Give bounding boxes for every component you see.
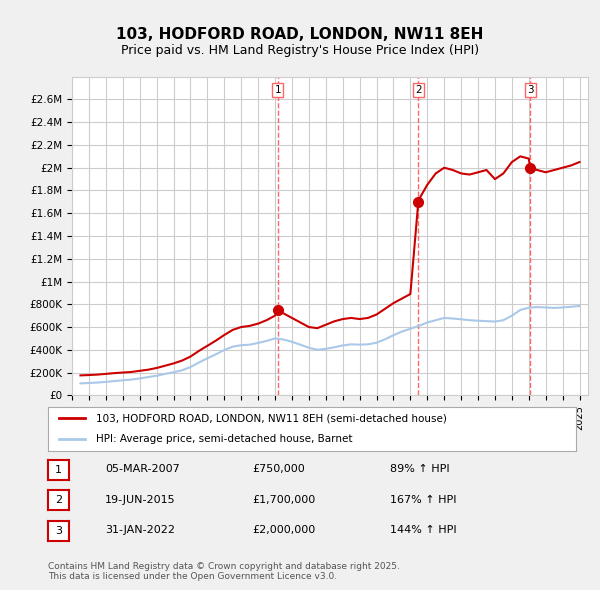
Text: 1: 1: [55, 465, 62, 474]
Text: £1,700,000: £1,700,000: [252, 495, 315, 504]
Text: 144% ↑ HPI: 144% ↑ HPI: [390, 526, 457, 535]
Text: 19-JUN-2015: 19-JUN-2015: [105, 495, 176, 504]
Text: 31-JAN-2022: 31-JAN-2022: [105, 526, 175, 535]
Text: 103, HODFORD ROAD, LONDON, NW11 8EH (semi-detached house): 103, HODFORD ROAD, LONDON, NW11 8EH (sem…: [95, 413, 446, 423]
Text: HPI: Average price, semi-detached house, Barnet: HPI: Average price, semi-detached house,…: [95, 434, 352, 444]
Text: 89% ↑ HPI: 89% ↑ HPI: [390, 464, 449, 474]
Text: 3: 3: [55, 526, 62, 536]
Text: 1: 1: [275, 84, 281, 94]
Text: £2,000,000: £2,000,000: [252, 526, 315, 535]
Text: 05-MAR-2007: 05-MAR-2007: [105, 464, 180, 474]
Text: £750,000: £750,000: [252, 464, 305, 474]
Text: 2: 2: [415, 84, 422, 94]
Text: 3: 3: [527, 84, 533, 94]
Text: Price paid vs. HM Land Registry's House Price Index (HPI): Price paid vs. HM Land Registry's House …: [121, 44, 479, 57]
Text: 103, HODFORD ROAD, LONDON, NW11 8EH: 103, HODFORD ROAD, LONDON, NW11 8EH: [116, 27, 484, 41]
Text: Contains HM Land Registry data © Crown copyright and database right 2025.
This d: Contains HM Land Registry data © Crown c…: [48, 562, 400, 581]
Text: 2: 2: [55, 496, 62, 505]
Text: 167% ↑ HPI: 167% ↑ HPI: [390, 495, 457, 504]
